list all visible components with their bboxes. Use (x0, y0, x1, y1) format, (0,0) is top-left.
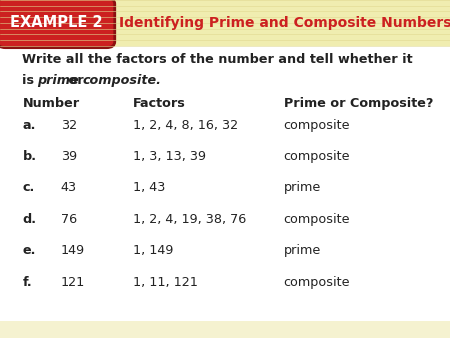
Text: 1, 149: 1, 149 (133, 244, 173, 257)
Text: 76: 76 (61, 213, 77, 226)
Text: 39: 39 (61, 150, 77, 163)
Text: is: is (22, 74, 39, 87)
Text: composite: composite (284, 213, 350, 226)
Text: composite: composite (284, 276, 350, 289)
Text: c.: c. (22, 182, 35, 194)
Text: d.: d. (22, 213, 36, 226)
Text: 149: 149 (61, 244, 85, 257)
Text: prime: prime (284, 182, 321, 194)
Text: 1, 2, 4, 8, 16, 32: 1, 2, 4, 8, 16, 32 (133, 119, 238, 131)
Text: EXAMPLE 2: EXAMPLE 2 (10, 15, 102, 30)
Text: Identifying Prime and Composite Numbers: Identifying Prime and Composite Numbers (119, 16, 450, 30)
Text: prime: prime (284, 244, 321, 257)
Text: 1, 11, 121: 1, 11, 121 (133, 276, 198, 289)
Text: Write all the factors of the number and tell whether it: Write all the factors of the number and … (22, 53, 413, 66)
Text: b.: b. (22, 150, 36, 163)
Text: f.: f. (22, 276, 32, 289)
FancyBboxPatch shape (0, 321, 450, 338)
Text: e.: e. (22, 244, 36, 257)
Text: a.: a. (22, 119, 36, 131)
Text: composite: composite (284, 119, 350, 131)
Text: composite.: composite. (83, 74, 162, 87)
Text: 121: 121 (61, 276, 85, 289)
Text: 1, 3, 13, 39: 1, 3, 13, 39 (133, 150, 206, 163)
FancyBboxPatch shape (0, 0, 115, 48)
Text: or: or (64, 74, 89, 87)
Text: composite: composite (284, 150, 350, 163)
Text: 1, 2, 4, 19, 38, 76: 1, 2, 4, 19, 38, 76 (133, 213, 246, 226)
Text: Factors: Factors (133, 97, 185, 110)
Text: 32: 32 (61, 119, 77, 131)
Text: 43: 43 (61, 182, 77, 194)
Text: Prime or Composite?: Prime or Composite? (284, 97, 433, 110)
Text: Number: Number (22, 97, 80, 110)
Text: prime: prime (37, 74, 79, 87)
Text: 1, 43: 1, 43 (133, 182, 165, 194)
FancyBboxPatch shape (0, 0, 450, 46)
